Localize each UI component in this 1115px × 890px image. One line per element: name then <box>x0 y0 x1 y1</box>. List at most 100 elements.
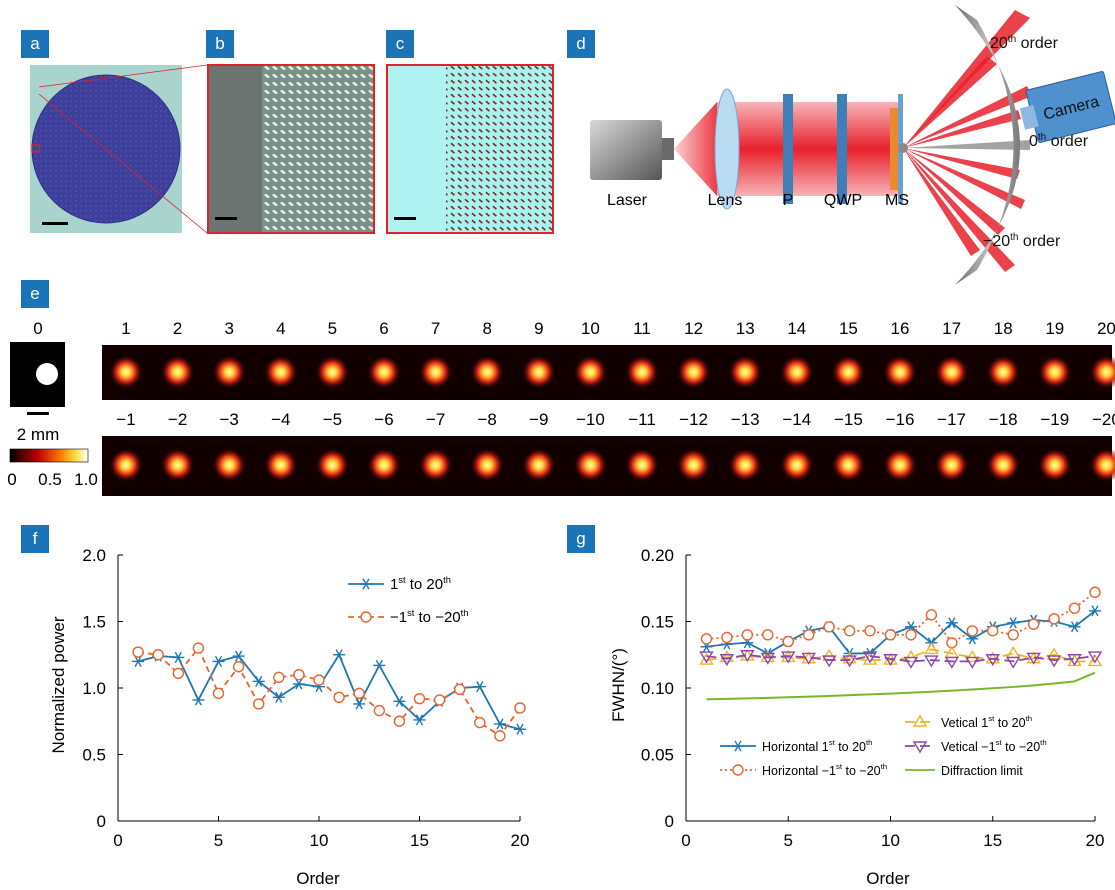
scale-bar <box>42 222 68 225</box>
spot-order-label: −6 <box>374 410 393 429</box>
spot-order-label: −17 <box>937 410 966 429</box>
data-point <box>721 631 733 644</box>
spot-order-label: 5 <box>328 319 337 338</box>
spot-order-label: −18 <box>989 410 1018 429</box>
colorbar <box>9 448 89 463</box>
data-point <box>762 629 774 641</box>
y-tick-label: 0.05 <box>641 746 674 765</box>
legend-entry: Vetical −1st to −20th <box>905 738 1047 754</box>
lens-label: Lens <box>708 192 743 209</box>
beam-spot <box>831 448 866 482</box>
spot-order-label: −9 <box>529 410 548 429</box>
data-point <box>802 629 815 641</box>
data-point <box>734 740 742 752</box>
x-tick-label: 10 <box>310 831 329 850</box>
legend-label: −1st to −20th <box>390 608 468 626</box>
data-point <box>1027 618 1040 630</box>
beam-spot <box>883 355 917 389</box>
x-tick-label: 15 <box>983 831 1002 850</box>
colorbar-tick: 0 <box>7 470 16 489</box>
data-point <box>821 655 837 668</box>
data-point <box>1009 617 1017 629</box>
data-point <box>905 629 917 641</box>
beam-spot <box>109 355 143 389</box>
data-point <box>433 694 446 706</box>
x-tick-label: 10 <box>881 831 900 850</box>
data-point <box>985 651 1000 664</box>
beam-spot <box>728 355 763 389</box>
beam-spot <box>779 448 814 482</box>
beam-spot <box>521 448 556 482</box>
beam-spot-panel: 0 2 mm 0 0.5 1.0 1 2 3 4 5 6 7 8 9 10 11 12 13 14 15 16… <box>7 319 1115 496</box>
data-point <box>476 681 484 693</box>
spot-scale-label: 2 mm <box>17 425 60 444</box>
beam-spot <box>883 448 917 482</box>
data-point <box>965 650 980 663</box>
y-tick-label: 0.5 <box>82 746 106 765</box>
beam-spot <box>315 355 350 389</box>
beam-spot <box>676 448 711 482</box>
x-axis-label: Order <box>866 869 910 888</box>
beam-spot <box>779 355 814 389</box>
panel-label-f: f <box>21 525 49 553</box>
data-point <box>782 635 794 648</box>
spot-order-label: 2 <box>173 319 182 338</box>
beam-spot <box>418 355 453 389</box>
beam-spot <box>212 448 247 482</box>
spot-order-label: −11 <box>628 410 656 429</box>
data-point <box>966 625 978 637</box>
x-axis-label: Order <box>296 869 340 888</box>
legend-label: Vetical 1st to 20th <box>941 714 1032 730</box>
spot-order-label: −1 <box>116 410 135 429</box>
data-point <box>925 609 938 621</box>
legend-entry: Horizontal −1st to −20th <box>720 762 887 778</box>
data-point <box>1089 586 1101 598</box>
scale-bar <box>215 217 237 220</box>
optical-setup-diagram: Camera 20th order 0th order −20th order … <box>590 5 1115 285</box>
data-point <box>362 578 370 590</box>
beam-spot <box>573 448 608 482</box>
data-point <box>454 683 466 696</box>
spot-order-label: 11 <box>633 319 651 338</box>
spot-order-label: 18 <box>994 319 1013 338</box>
beam-spot <box>986 448 1021 482</box>
spot-order-label: 1 <box>121 319 130 338</box>
beam-spot <box>263 448 298 482</box>
data-point <box>1005 646 1021 659</box>
beam-spot <box>1089 448 1115 482</box>
data-point <box>1046 647 1062 660</box>
y-axis-label: FWHN/(°) <box>609 648 628 722</box>
data-point <box>884 629 897 641</box>
data-point <box>741 629 754 641</box>
data-point <box>924 642 939 655</box>
data-point <box>474 716 486 729</box>
spot-order-label: −20 <box>1092 410 1115 429</box>
screen-arc <box>955 5 1020 285</box>
data-point <box>496 718 504 730</box>
zoom-region-marker <box>31 144 40 153</box>
spot-order-label: 12 <box>684 319 703 338</box>
spot-order-label: 14 <box>787 319 806 338</box>
beam-spot <box>418 448 453 482</box>
spot-order-label: 9 <box>534 319 543 338</box>
data-point <box>273 671 285 684</box>
data-point <box>395 695 404 707</box>
y-tick-label: 0.10 <box>641 679 674 698</box>
spot-order-label: 8 <box>482 319 491 338</box>
legend-entry: 1st to 20th <box>348 575 451 593</box>
y-tick-label: 0.15 <box>641 613 674 632</box>
data-point <box>985 654 1000 667</box>
panel-label-a: a <box>21 30 49 58</box>
data-point <box>719 654 735 667</box>
data-point <box>275 691 283 703</box>
legend-entry: Vetical 1st to 20th <box>905 714 1032 730</box>
x-tick-label: 0 <box>681 831 690 850</box>
spot-order-label: −10 <box>576 410 605 429</box>
y-tick-label: 1.5 <box>82 613 106 632</box>
data-point <box>740 650 755 663</box>
data-point <box>353 687 365 700</box>
data-point <box>912 714 928 727</box>
data-point <box>719 650 735 663</box>
beam-spot <box>521 355 556 389</box>
diffraction-fan <box>898 10 1032 272</box>
